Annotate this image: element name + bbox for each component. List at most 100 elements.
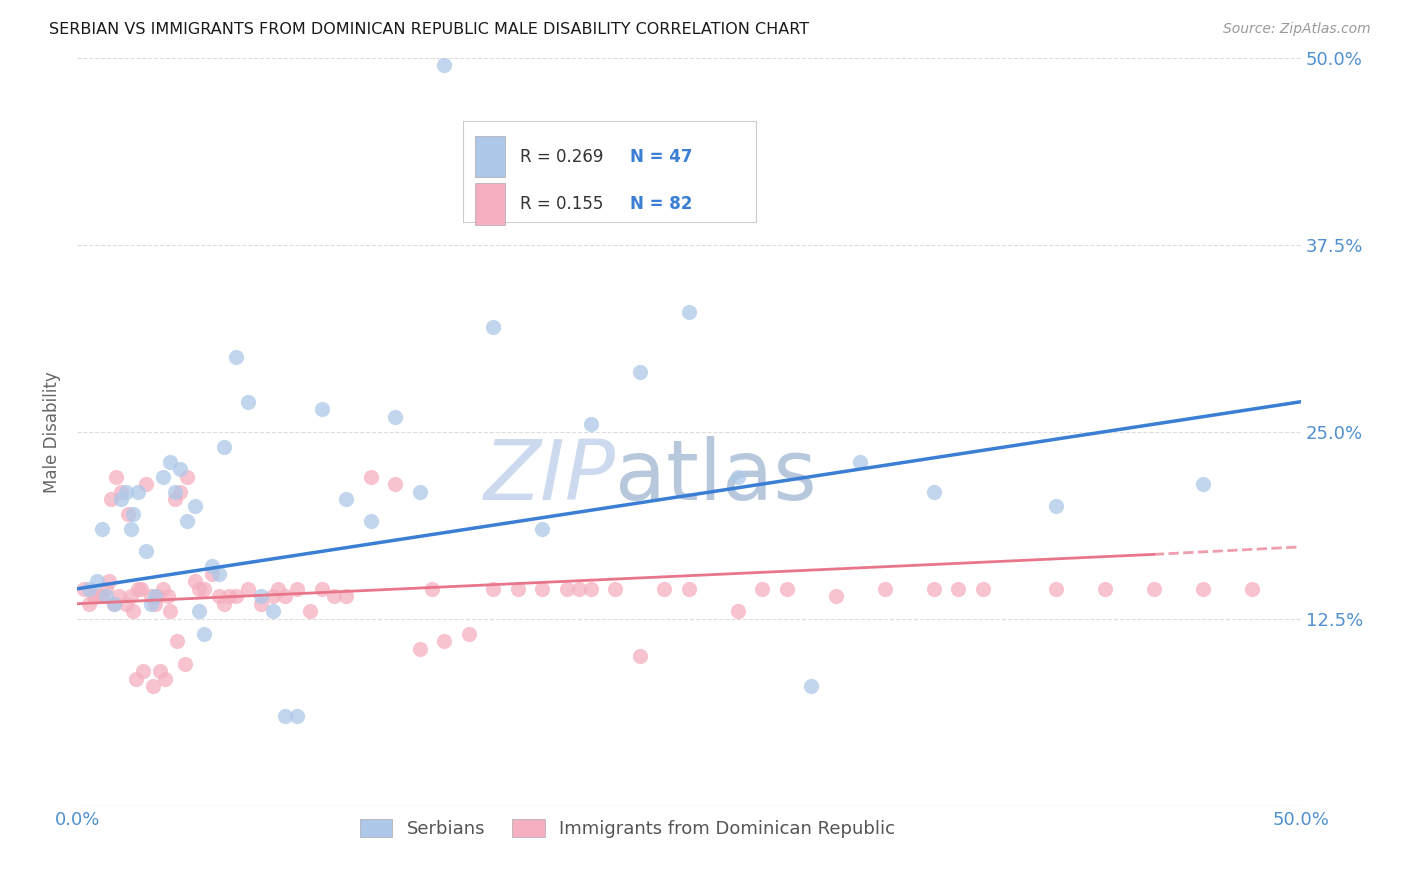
Point xyxy=(145,597,167,611)
Point xyxy=(225,589,247,603)
Point xyxy=(127,582,149,596)
Point xyxy=(262,604,284,618)
Point xyxy=(83,589,105,603)
Point xyxy=(262,589,284,603)
Point xyxy=(188,604,211,618)
Point xyxy=(285,709,308,723)
Point xyxy=(212,440,235,454)
Point xyxy=(285,582,308,596)
Point xyxy=(482,582,505,596)
Point xyxy=(107,589,129,603)
Point xyxy=(153,672,176,686)
Point xyxy=(335,491,357,506)
Point xyxy=(384,409,406,424)
Point xyxy=(218,589,240,603)
Point xyxy=(1240,582,1263,596)
Text: Source: ZipAtlas.com: Source: ZipAtlas.com xyxy=(1223,22,1371,37)
Text: R = 0.155: R = 0.155 xyxy=(520,195,603,213)
Point xyxy=(267,582,290,596)
Point xyxy=(249,597,271,611)
Point xyxy=(152,582,174,596)
Point xyxy=(208,589,231,603)
Point xyxy=(972,582,994,596)
Point xyxy=(531,582,554,596)
Text: R = 0.269: R = 0.269 xyxy=(520,147,603,166)
Point xyxy=(135,477,157,491)
Point xyxy=(120,589,142,603)
Point xyxy=(1191,582,1213,596)
Point xyxy=(457,626,479,640)
Point xyxy=(238,394,260,409)
Point xyxy=(335,589,357,603)
Point xyxy=(579,417,602,432)
Point xyxy=(751,582,773,596)
Point xyxy=(727,469,749,483)
Point xyxy=(100,491,122,506)
Point xyxy=(135,544,157,558)
Point xyxy=(208,566,231,581)
Point xyxy=(129,582,152,596)
Point xyxy=(201,566,224,581)
Point xyxy=(274,709,297,723)
Point xyxy=(169,462,191,476)
Point xyxy=(115,597,138,611)
Point xyxy=(159,604,181,618)
Point xyxy=(605,582,627,596)
Point xyxy=(555,582,578,596)
Point xyxy=(408,484,430,499)
Point xyxy=(163,491,186,506)
Text: ZIP: ZIP xyxy=(484,436,616,517)
Point xyxy=(225,350,247,364)
Point xyxy=(1045,500,1067,514)
Point xyxy=(90,589,112,603)
Point xyxy=(183,500,205,514)
Point xyxy=(122,604,145,618)
Point xyxy=(142,679,165,693)
Point xyxy=(149,664,172,678)
Point xyxy=(110,484,132,499)
Point xyxy=(311,402,333,417)
Point xyxy=(139,589,162,603)
Point xyxy=(360,469,382,483)
Point xyxy=(117,507,139,521)
Point xyxy=(849,455,872,469)
Point xyxy=(166,634,188,648)
Point xyxy=(105,469,128,483)
Point xyxy=(193,626,215,640)
Point xyxy=(408,641,430,656)
Point xyxy=(132,664,155,678)
FancyBboxPatch shape xyxy=(463,121,756,222)
Point xyxy=(274,589,297,603)
Point xyxy=(86,589,108,603)
Point xyxy=(628,649,651,664)
Y-axis label: Male Disability: Male Disability xyxy=(44,371,60,492)
Point xyxy=(311,582,333,596)
Point xyxy=(678,305,700,319)
Point xyxy=(654,582,676,596)
Point xyxy=(125,672,148,686)
Point xyxy=(96,582,118,596)
Point xyxy=(212,597,235,611)
Point xyxy=(127,484,149,499)
Point xyxy=(776,582,799,596)
Point xyxy=(110,491,132,506)
Point xyxy=(176,515,198,529)
Point xyxy=(579,582,602,596)
Text: SERBIAN VS IMMIGRANTS FROM DOMINICAN REPUBLIC MALE DISABILITY CORRELATION CHART: SERBIAN VS IMMIGRANTS FROM DOMINICAN REP… xyxy=(49,22,810,37)
Point xyxy=(79,597,101,611)
Point xyxy=(482,320,505,334)
Point xyxy=(156,589,179,603)
Point xyxy=(122,507,145,521)
Legend: Serbians, Immigrants from Dominican Republic: Serbians, Immigrants from Dominican Repu… xyxy=(353,812,903,846)
Point xyxy=(115,484,138,499)
Point xyxy=(146,589,169,603)
Point xyxy=(678,582,700,596)
Point xyxy=(727,604,749,618)
Point xyxy=(384,477,406,491)
Point xyxy=(238,582,260,596)
Point xyxy=(103,597,125,611)
Point xyxy=(531,522,554,536)
Point xyxy=(139,597,162,611)
Point xyxy=(946,582,969,596)
Point xyxy=(163,484,186,499)
